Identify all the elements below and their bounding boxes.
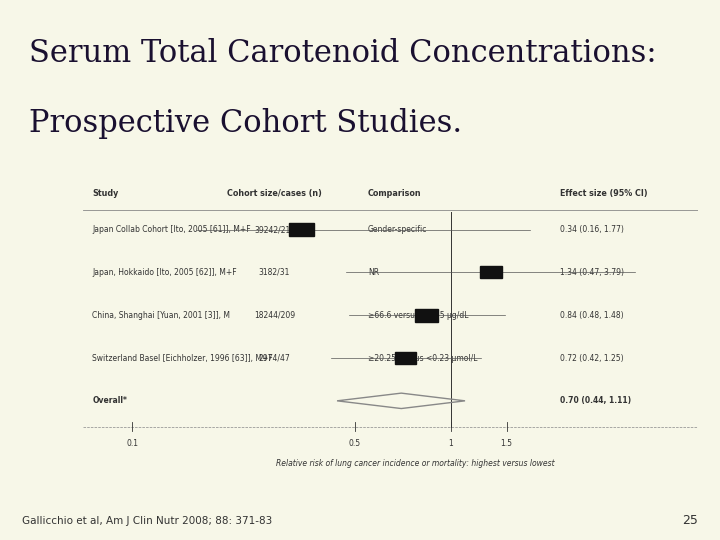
Text: 1.34 (0.47, 3.79): 1.34 (0.47, 3.79)	[559, 268, 624, 277]
Text: ≥66.6 versus <40.5 μg/dL: ≥66.6 versus <40.5 μg/dL	[368, 310, 469, 320]
Text: Japan Collab Cohort [Ito, 2005 [61]], M+F: Japan Collab Cohort [Ito, 2005 [61]], M+…	[92, 225, 251, 234]
Text: 0.84 (0.48, 1.48): 0.84 (0.48, 1.48)	[559, 310, 624, 320]
Text: 1.5: 1.5	[500, 440, 513, 448]
Text: Japan, Hokkaido [Ito, 2005 [62]], M+F: Japan, Hokkaido [Ito, 2005 [62]], M+F	[92, 268, 237, 277]
Text: China, Shanghai [Yuan, 2001 [3]], M: China, Shanghai [Yuan, 2001 [3]], M	[92, 310, 230, 320]
Text: Prospective Cohort Studies.: Prospective Cohort Studies.	[29, 108, 462, 139]
Text: ≥20.25 versus <0.23 μmol/L: ≥20.25 versus <0.23 μmol/L	[368, 354, 477, 362]
Text: Overall*: Overall*	[92, 396, 127, 406]
Text: Relative risk of lung cancer incidence or mortality: highest versus lowest: Relative risk of lung cancer incidence o…	[276, 458, 554, 468]
Text: 0.1: 0.1	[126, 440, 138, 448]
Text: Gallicchio et al, Am J Clin Nutr 2008; 88: 371-83: Gallicchio et al, Am J Clin Nutr 2008; 8…	[22, 516, 272, 526]
Text: 0.5: 0.5	[348, 440, 361, 448]
Text: 2974/47: 2974/47	[258, 354, 290, 362]
Bar	[395, 352, 416, 364]
Bar	[289, 222, 313, 237]
Text: 39242/211: 39242/211	[254, 225, 295, 234]
Text: Cohort size/cases (n): Cohort size/cases (n)	[227, 188, 322, 198]
Text: 0.34 (0.16, 1.77): 0.34 (0.16, 1.77)	[559, 225, 624, 234]
Text: Effect size (95% CI): Effect size (95% CI)	[559, 188, 647, 198]
Text: Study: Study	[92, 188, 119, 198]
Text: Gender-specific: Gender-specific	[368, 225, 427, 234]
Text: NR: NR	[368, 268, 379, 277]
Text: 0.70 (0.44, 1.11): 0.70 (0.44, 1.11)	[559, 396, 631, 406]
Text: Comparison: Comparison	[368, 188, 421, 198]
Text: 25: 25	[683, 514, 698, 526]
Text: 1: 1	[449, 440, 453, 448]
Text: 3182/31: 3182/31	[259, 268, 290, 277]
Text: 18244/209: 18244/209	[254, 310, 295, 320]
Bar	[415, 309, 438, 322]
Text: Serum Total Carotenoid Concentrations:: Serum Total Carotenoid Concentrations:	[29, 38, 657, 69]
Text: 0.72 (0.42, 1.25): 0.72 (0.42, 1.25)	[559, 354, 624, 362]
Bar	[480, 266, 502, 279]
Text: Switzerland Basel [Eichholzer, 1996 [63]], M+F: Switzerland Basel [Eichholzer, 1996 [63]…	[92, 354, 273, 362]
